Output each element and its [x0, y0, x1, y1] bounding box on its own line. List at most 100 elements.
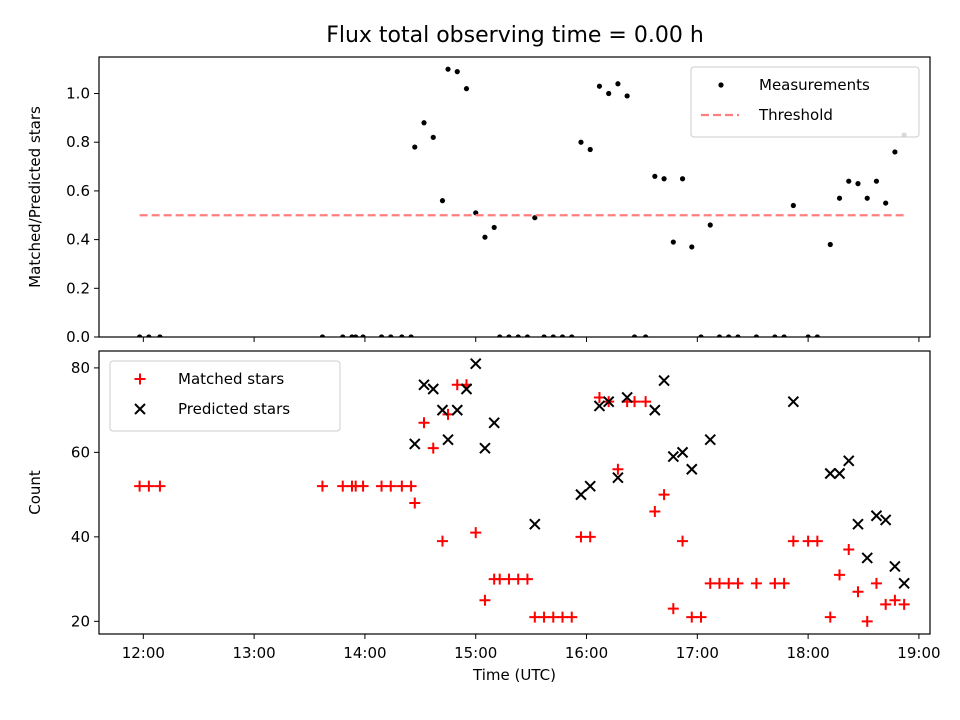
data-point	[677, 535, 689, 547]
data-point	[578, 139, 584, 145]
data-point	[418, 417, 430, 429]
data-point	[870, 510, 883, 522]
data-point	[529, 518, 541, 530]
data-point	[584, 480, 596, 492]
data-point	[575, 488, 587, 501]
data-point	[134, 480, 146, 492]
data-point	[405, 480, 417, 492]
data-point	[836, 195, 843, 201]
data-point	[892, 149, 898, 155]
data-point	[547, 611, 559, 623]
data-point	[615, 81, 621, 87]
x-axis-label: Time (UTC)	[472, 666, 556, 684]
data-point	[698, 334, 704, 337]
data-point	[679, 176, 686, 182]
data-point	[864, 195, 870, 201]
data-point	[689, 244, 695, 250]
data-point	[569, 334, 575, 337]
x-tick-label: 19:00	[897, 644, 940, 662]
data-point	[353, 334, 359, 337]
x-tick-label: 16:00	[565, 644, 608, 662]
data-point	[319, 334, 326, 337]
data-point	[409, 438, 421, 450]
y-tick-label: 0.8	[66, 133, 90, 151]
data-point	[399, 334, 405, 337]
data-point	[482, 234, 488, 240]
data-point	[524, 334, 531, 337]
data-point	[649, 404, 661, 416]
data-point	[409, 497, 421, 509]
data-point	[442, 433, 454, 446]
data-point	[575, 531, 587, 543]
data-point	[412, 144, 418, 150]
legend: Matched stars Predicted stars	[109, 360, 341, 432]
data-point	[695, 611, 707, 623]
y-tick-label: 20	[71, 612, 90, 630]
data-point	[852, 518, 864, 530]
data-point	[649, 506, 661, 518]
data-point	[584, 531, 596, 543]
legend-marker	[134, 403, 146, 415]
y-tick-label: 0.4	[66, 231, 90, 249]
data-point	[790, 202, 796, 209]
x-tick-label: 17:00	[676, 644, 719, 662]
plot-area	[134, 357, 910, 627]
data-point	[454, 69, 460, 75]
data-point	[479, 594, 491, 606]
data-point	[143, 480, 155, 492]
data-point	[716, 334, 723, 337]
data-point	[898, 577, 910, 590]
data-point	[606, 90, 612, 97]
figure-title: Flux total observing time = 0.00 h	[326, 23, 704, 48]
data-point	[316, 480, 328, 492]
data-point	[814, 334, 820, 337]
data-point	[827, 241, 833, 248]
axes-frame	[98, 350, 931, 635]
data-point	[643, 334, 649, 337]
data-point	[376, 480, 388, 492]
data-point	[436, 535, 448, 547]
data-point	[388, 334, 394, 337]
data-point	[787, 395, 800, 408]
data-point	[658, 374, 670, 387]
data-point	[427, 383, 439, 395]
data-point	[898, 598, 910, 610]
data-point	[521, 573, 533, 585]
data-point	[491, 224, 497, 231]
legend-box	[690, 66, 920, 138]
data-point	[587, 146, 593, 153]
data-point	[470, 357, 482, 370]
plot-area	[137, 66, 907, 337]
data-point	[670, 239, 676, 245]
data-point	[439, 198, 446, 204]
data-point	[824, 611, 836, 623]
data-point	[385, 480, 397, 492]
data-point	[753, 334, 760, 337]
data-point	[805, 334, 811, 337]
data-point	[421, 120, 427, 126]
data-point	[506, 334, 512, 337]
data-point	[621, 391, 633, 404]
data-point	[430, 134, 436, 140]
data-point	[658, 489, 670, 501]
data-point	[846, 178, 852, 184]
data-point	[541, 334, 547, 337]
data-point	[880, 598, 892, 610]
data-point	[879, 514, 892, 526]
data-point	[378, 334, 385, 337]
data-point	[873, 178, 880, 184]
data-point	[451, 404, 463, 416]
data-point	[337, 480, 349, 492]
data-point	[427, 442, 439, 454]
data-point	[408, 334, 414, 337]
data-point	[640, 396, 652, 408]
data-point	[593, 400, 606, 412]
data-point	[488, 417, 500, 429]
data-point	[436, 404, 449, 416]
legend-box	[109, 360, 341, 432]
data-point	[566, 611, 578, 623]
data-point	[550, 334, 556, 337]
data-point	[772, 334, 778, 337]
legend-marker	[134, 373, 146, 385]
data-point	[787, 535, 799, 547]
